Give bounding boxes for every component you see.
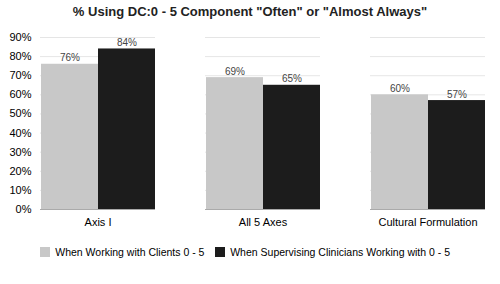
svg-text:69%: 69%: [225, 66, 245, 77]
svg-text:10%: 10%: [9, 184, 31, 196]
svg-text:80%: 80%: [9, 50, 31, 62]
svg-text:20%: 20%: [9, 165, 31, 177]
svg-text:60%: 60%: [390, 83, 410, 94]
svg-text:40%: 40%: [9, 127, 31, 139]
svg-text:57%: 57%: [447, 89, 467, 100]
svg-text:All 5 Axes: All 5 Axes: [239, 216, 288, 228]
html-text:When Working with Clients 0 -: When Working with Clients 0 - 5: [55, 245, 205, 258]
svg-text:30%: 30%: [9, 146, 31, 158]
svg-text:50%: 50%: [9, 107, 31, 119]
svg-text:84%: 84%: [117, 37, 137, 48]
svg-text:65%: 65%: [282, 73, 302, 84]
svg-text:Cultural Formulation: Cultural Formulation: [378, 216, 477, 228]
html-text:% Using DC:0 - 5 Component "Of: % Using DC:0 - 5 Component "Often" or "A…: [72, 4, 428, 19]
svg-text:70%: 70%: [9, 69, 31, 81]
svg-text:60%: 60%: [9, 88, 31, 100]
svg-text:90%: 90%: [9, 31, 31, 43]
svg-text:76%: 76%: [60, 52, 80, 63]
svg-text:0%: 0%: [16, 203, 32, 215]
svg-text:Axis I: Axis I: [85, 216, 112, 228]
html-text:When Supervising Clinicians Wo: When Supervising Clinicians Working with…: [230, 245, 450, 258]
